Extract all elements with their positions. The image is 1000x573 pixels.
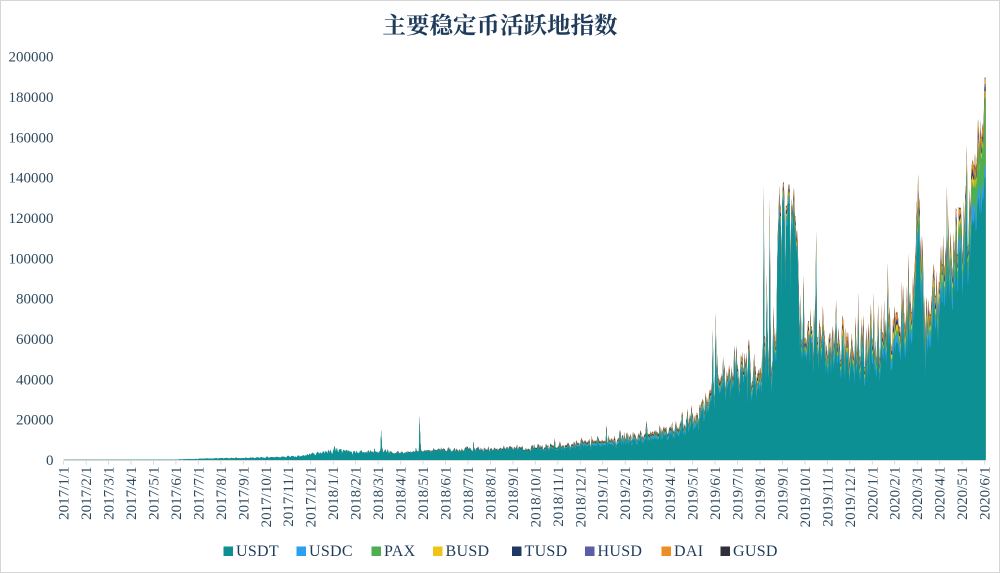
- svg-text:180000: 180000: [9, 90, 54, 106]
- svg-text:2017/9/1: 2017/9/1: [236, 467, 252, 520]
- svg-text:2019/8/1: 2019/8/1: [753, 467, 769, 520]
- svg-text:2019/3/1: 2019/3/1: [641, 467, 657, 520]
- svg-text:2019/7/1: 2019/7/1: [730, 467, 746, 520]
- svg-text:2018/4/1: 2018/4/1: [394, 467, 410, 520]
- svg-text:2019/4/1: 2019/4/1: [663, 467, 679, 520]
- svg-text:2020/2/1: 2020/2/1: [888, 467, 904, 520]
- svg-text:2018/1/1: 2018/1/1: [326, 467, 342, 520]
- svg-text:2019/10/1: 2019/10/1: [798, 467, 814, 528]
- svg-text:160000: 160000: [9, 130, 54, 146]
- svg-text:2020/5/1: 2020/5/1: [955, 467, 971, 520]
- svg-text:2019/2/1: 2019/2/1: [618, 467, 634, 520]
- svg-text:2019/11/1: 2019/11/1: [820, 467, 836, 527]
- svg-text:2017/1/1: 2017/1/1: [57, 467, 73, 520]
- svg-text:2018/7/1: 2018/7/1: [461, 467, 477, 520]
- svg-text:140000: 140000: [9, 171, 54, 187]
- svg-text:100000: 100000: [9, 251, 54, 267]
- svg-text:2019/9/1: 2019/9/1: [775, 467, 791, 520]
- svg-text:2017/12/1: 2017/12/1: [304, 467, 320, 528]
- svg-text:2020/6/1: 2020/6/1: [978, 467, 994, 520]
- svg-text:2018/11/1: 2018/11/1: [551, 467, 567, 527]
- svg-text:120000: 120000: [9, 211, 54, 227]
- svg-text:2020/1/1: 2020/1/1: [865, 467, 881, 520]
- svg-text:2019/12/1: 2019/12/1: [843, 467, 859, 528]
- svg-text:60000: 60000: [16, 332, 54, 348]
- svg-text:20000: 20000: [16, 413, 54, 429]
- svg-text:2018/6/1: 2018/6/1: [438, 467, 454, 520]
- svg-text:2018/3/1: 2018/3/1: [371, 467, 387, 520]
- svg-text:2018/10/1: 2018/10/1: [528, 467, 544, 528]
- svg-text:80000: 80000: [16, 292, 54, 308]
- svg-text:2020/3/1: 2020/3/1: [910, 467, 926, 520]
- svg-text:2019/6/1: 2019/6/1: [708, 467, 724, 520]
- svg-text:HUSD: HUSD: [598, 543, 643, 560]
- svg-text:PAX: PAX: [384, 543, 416, 560]
- svg-text:2018/9/1: 2018/9/1: [506, 467, 522, 520]
- svg-text:2017/5/1: 2017/5/1: [146, 467, 162, 520]
- svg-text:2017/4/1: 2017/4/1: [124, 467, 140, 520]
- svg-text:USDT: USDT: [236, 543, 279, 560]
- svg-text:TUSD: TUSD: [525, 543, 568, 560]
- svg-text:2017/2/1: 2017/2/1: [79, 467, 95, 520]
- svg-text:2017/3/1: 2017/3/1: [101, 467, 117, 520]
- svg-text:2017/11/1: 2017/11/1: [281, 467, 297, 527]
- svg-text:2018/8/1: 2018/8/1: [483, 467, 499, 520]
- svg-text:0: 0: [46, 453, 54, 469]
- svg-text:DAI: DAI: [674, 543, 703, 560]
- svg-text:2020/4/1: 2020/4/1: [933, 467, 949, 520]
- svg-text:GUSD: GUSD: [733, 543, 778, 560]
- svg-text:2018/2/1: 2018/2/1: [349, 467, 365, 520]
- svg-text:2017/10/1: 2017/10/1: [259, 467, 275, 528]
- svg-text:BUSD: BUSD: [446, 543, 490, 560]
- svg-text:USDC: USDC: [309, 543, 353, 560]
- svg-text:2017/6/1: 2017/6/1: [169, 467, 185, 520]
- svg-text:2017/7/1: 2017/7/1: [191, 467, 207, 520]
- svg-text:200000: 200000: [9, 50, 54, 66]
- svg-text:2018/12/1: 2018/12/1: [573, 467, 589, 528]
- svg-text:40000: 40000: [16, 372, 54, 388]
- svg-text:2019/5/1: 2019/5/1: [686, 467, 702, 520]
- svg-text:2017/8/1: 2017/8/1: [214, 467, 230, 520]
- svg-text:2018/5/1: 2018/5/1: [416, 467, 432, 520]
- svg-text:2019/1/1: 2019/1/1: [596, 467, 612, 520]
